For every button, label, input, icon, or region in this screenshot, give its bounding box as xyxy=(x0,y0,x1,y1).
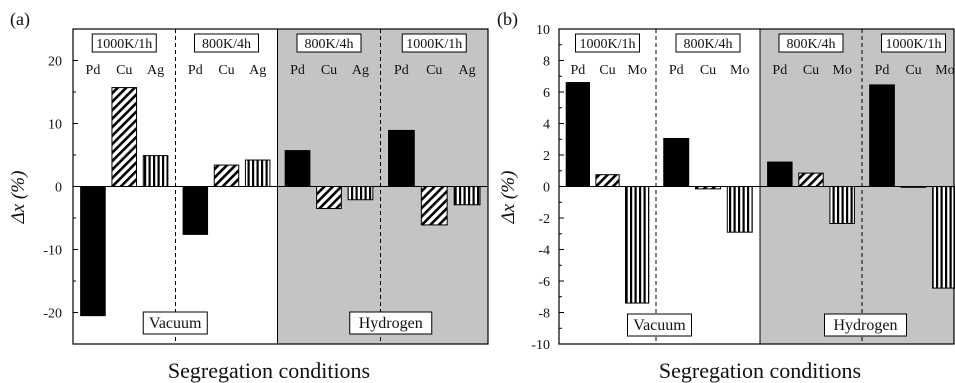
bar-cu xyxy=(420,186,448,226)
environment-label-vacuum: Vacuum xyxy=(633,317,686,334)
element-label-pd: Pd xyxy=(772,63,787,78)
element-label-cu: Cu xyxy=(426,63,442,78)
element-label-pd: Pd xyxy=(86,63,101,78)
bar-mo xyxy=(829,186,855,225)
bar-cu xyxy=(316,186,342,210)
condition-label-box xyxy=(91,33,157,53)
bar-cu xyxy=(900,186,927,188)
bar-pd xyxy=(284,150,311,187)
condition-label: 1000K/1h xyxy=(886,37,942,52)
bar-mo xyxy=(624,186,650,304)
element-label-pd: Pd xyxy=(188,63,203,78)
y-tick-label: 6 xyxy=(543,86,550,101)
condition-label-box xyxy=(401,33,467,53)
bar-cu xyxy=(595,174,620,187)
bar-cu xyxy=(695,186,721,190)
element-label-mo: Mo xyxy=(730,63,749,78)
element-label-cu: Cu xyxy=(321,63,337,78)
bar-ag xyxy=(142,155,169,188)
y-tick-label: 2 xyxy=(543,149,550,164)
environment-label-vacuum: Vacuum xyxy=(149,315,202,332)
y-tick-label: 20 xyxy=(48,55,62,70)
element-label-mo: Mo xyxy=(627,63,646,78)
bar-pd xyxy=(80,186,106,317)
bar-pd xyxy=(869,84,895,187)
environment-label-hydrogen: Hydrogen xyxy=(359,315,423,332)
environment-label-box xyxy=(142,311,208,335)
condition-label: 1000K/1h xyxy=(96,37,152,52)
environment-label-box xyxy=(349,311,433,335)
panel-a-x-axis-title: Segregation conditions xyxy=(168,358,370,383)
condition-label: 1000K/1h xyxy=(406,37,462,52)
y-tick-label: -4 xyxy=(538,244,550,259)
element-label-pd: Pd xyxy=(669,63,684,78)
condition-label-box xyxy=(575,33,640,53)
element-label-cu: Cu xyxy=(218,63,234,78)
condition-label-box xyxy=(296,33,362,53)
bar-pd xyxy=(767,161,793,187)
condition-label-box xyxy=(675,33,741,53)
y-tick-label: -10 xyxy=(531,338,550,353)
panel-a-tag: (a) xyxy=(10,9,30,30)
environment-label-box xyxy=(627,313,692,337)
element-label-ag: Ag xyxy=(147,63,164,78)
condition-label-box xyxy=(194,33,259,53)
bar-ag xyxy=(453,186,481,206)
y-tick-label: 4 xyxy=(543,118,550,133)
element-label-mo: Mo xyxy=(832,63,851,78)
y-tick-label: -2 xyxy=(538,212,550,227)
condition-label: 800K/4h xyxy=(305,37,354,52)
element-label-cu: Cu xyxy=(905,63,921,78)
bar-cu xyxy=(213,164,240,188)
condition-label: 1000K/1h xyxy=(580,37,636,52)
y-tick-label: 10 xyxy=(48,118,62,133)
bar-mo xyxy=(726,186,753,233)
y-tick-label: -8 xyxy=(538,307,550,322)
condition-label: 800K/4h xyxy=(684,37,733,52)
y-tick-label: -10 xyxy=(43,244,62,259)
condition-label: 800K/4h xyxy=(202,37,251,52)
y-tick-label: -20 xyxy=(43,307,62,322)
bar-cu xyxy=(798,172,824,188)
element-label-cu: Cu xyxy=(700,63,716,78)
y-tick-label: 8 xyxy=(543,55,550,70)
y-tick-label: 0 xyxy=(543,181,550,196)
condition-label-box xyxy=(778,33,844,53)
panel-b-tag: (b) xyxy=(497,9,518,30)
element-label-mo: Mo xyxy=(935,63,954,78)
condition-label: 800K/4h xyxy=(787,37,836,52)
bar-pd xyxy=(182,186,209,235)
element-label-cu: Cu xyxy=(803,63,819,78)
panel-b-y-axis-title: Δx (%) xyxy=(498,171,519,225)
element-label-ag: Ag xyxy=(352,63,369,78)
bar-cu xyxy=(111,87,138,187)
panel-b-x-axis-title: Segregation conditions xyxy=(659,358,861,383)
element-label-ag: Ag xyxy=(249,63,266,78)
element-label-ag: Ag xyxy=(459,63,476,78)
element-label-cu: Cu xyxy=(599,63,615,78)
bar-ag xyxy=(347,186,374,201)
element-label-pd: Pd xyxy=(394,63,409,78)
panel-a-y-axis-title: Δx (%) xyxy=(8,171,29,225)
bar-pd xyxy=(565,82,591,187)
element-label-pd: Pd xyxy=(290,63,305,78)
y-tick-label: -6 xyxy=(538,275,550,290)
environment-label-hydrogen: Hydrogen xyxy=(834,317,898,334)
environment-label-box xyxy=(824,313,907,337)
bar-pd xyxy=(663,137,690,187)
y-tick-label: 10 xyxy=(536,23,550,38)
element-label-pd: Pd xyxy=(875,63,890,78)
bar-pd xyxy=(388,129,415,187)
bar-ag xyxy=(244,159,271,187)
y-tick-label: 0 xyxy=(55,181,62,196)
bar-mo xyxy=(932,186,955,289)
element-label-pd: Pd xyxy=(570,63,585,78)
element-label-cu: Cu xyxy=(116,63,132,78)
condition-label-box xyxy=(881,33,946,53)
